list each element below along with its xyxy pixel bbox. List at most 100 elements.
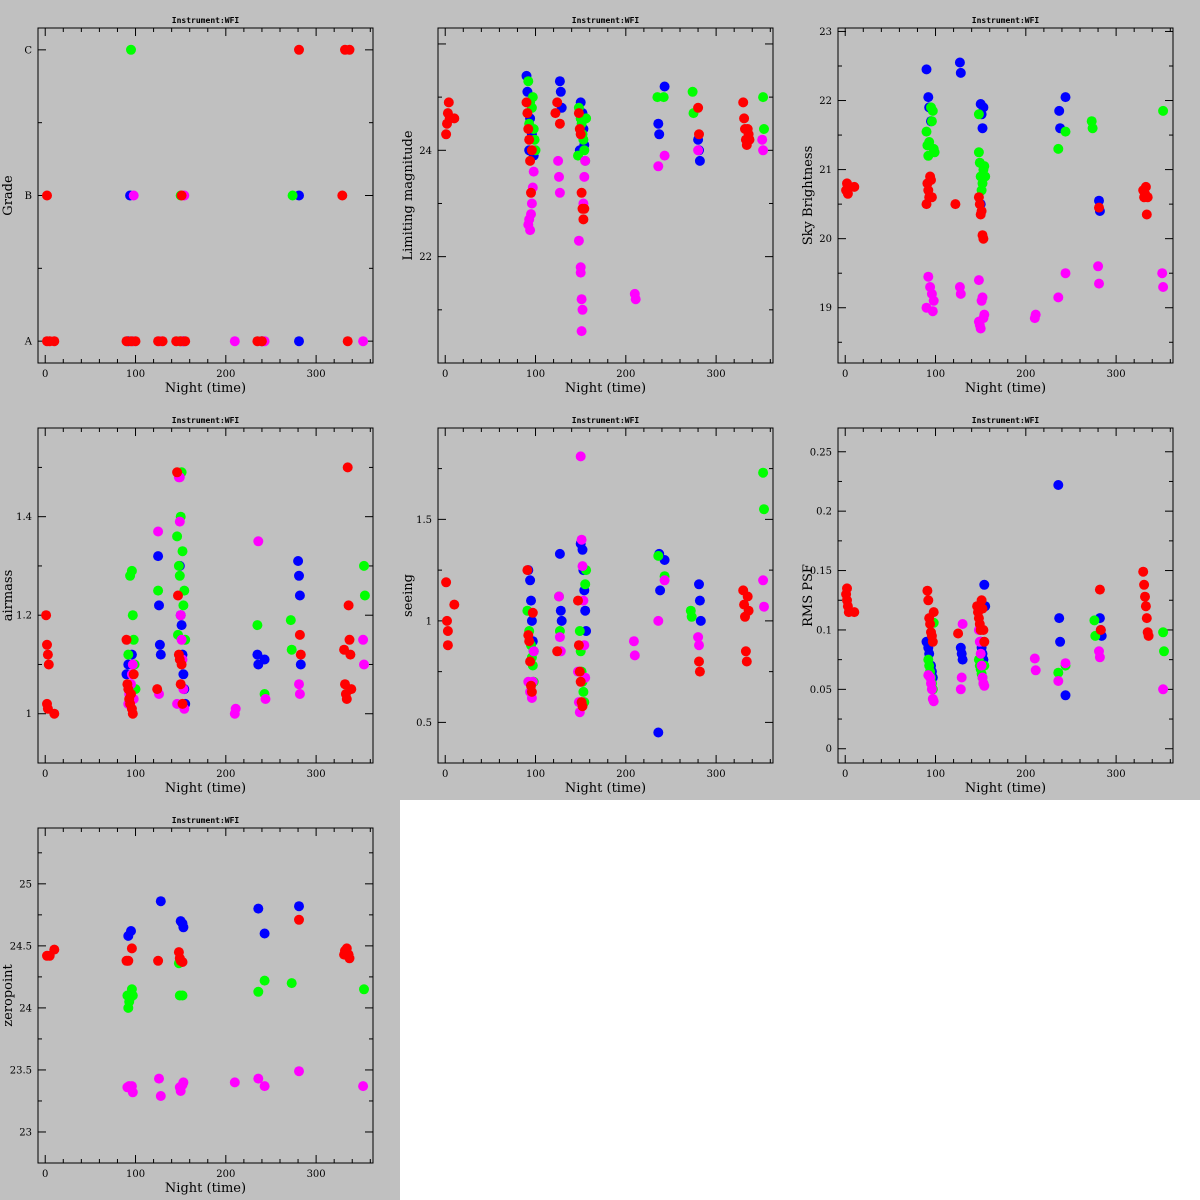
data-point-red xyxy=(849,181,860,192)
x-tick-label: 0 xyxy=(42,769,48,780)
data-point-red xyxy=(522,108,533,119)
data-point-magenta xyxy=(259,1081,270,1092)
data-point-magenta xyxy=(928,295,939,306)
data-point-red xyxy=(575,129,586,140)
data-point-red xyxy=(978,625,989,635)
data-point-red xyxy=(153,955,164,966)
data-point-green xyxy=(578,686,589,697)
data-point-red xyxy=(577,701,588,712)
data-point-red xyxy=(525,656,536,667)
data-point-magenta xyxy=(577,561,588,572)
data-point-blue xyxy=(954,57,965,68)
data-point-magenta xyxy=(630,294,641,305)
data-point-green xyxy=(126,44,136,55)
data-point-green xyxy=(1159,646,1169,657)
data-point-magenta xyxy=(294,679,304,690)
data-point-red xyxy=(575,676,586,687)
data-point-magenta xyxy=(693,145,704,156)
data-point-red xyxy=(130,336,141,347)
y-tick-label: 25 xyxy=(19,879,32,890)
data-point-blue xyxy=(957,654,968,665)
chart-title: Instrument:WFI xyxy=(172,16,240,25)
data-point-red xyxy=(573,640,584,651)
data-point-green xyxy=(1158,105,1169,116)
data-point-blue xyxy=(554,548,565,559)
data-points xyxy=(441,451,769,738)
data-point-green xyxy=(259,975,270,986)
data-points xyxy=(42,896,369,1101)
data-point-green xyxy=(921,126,932,137)
data-point-red xyxy=(950,199,961,210)
data-point-magenta xyxy=(553,155,564,166)
data-point-red xyxy=(126,943,137,954)
data-point-red xyxy=(42,190,52,201)
y-tick-label: 20 xyxy=(819,234,832,245)
data-point-red xyxy=(842,188,853,199)
data-point-red xyxy=(49,708,60,719)
data-point-red xyxy=(176,659,187,670)
data-point-red xyxy=(922,585,933,596)
data-point-magenta xyxy=(653,615,664,626)
data-point-blue xyxy=(526,615,537,626)
data-point-green xyxy=(759,504,769,515)
data-point-red xyxy=(41,610,52,621)
y-tick-label: 0.2 xyxy=(816,507,832,518)
data-point-green xyxy=(177,546,188,557)
data-point-blue xyxy=(252,649,263,660)
data-point-green xyxy=(172,531,183,542)
data-points xyxy=(841,57,1169,334)
data-point-red xyxy=(925,619,936,629)
y-tick-label: 23 xyxy=(19,1127,32,1138)
data-point-magenta xyxy=(1158,282,1169,292)
data-point-green xyxy=(980,171,991,182)
data-point-green xyxy=(686,611,697,622)
data-point-magenta xyxy=(1157,268,1168,279)
chart-title: Instrument:WFI xyxy=(572,416,640,425)
x-tick-label: 0 xyxy=(442,369,448,380)
data-point-red xyxy=(442,626,453,636)
data-point-green xyxy=(979,161,990,172)
data-point-magenta xyxy=(575,262,586,273)
data-point-red xyxy=(574,666,585,677)
y-tick-label: 1.4 xyxy=(16,512,32,523)
x-tick-label: 300 xyxy=(1107,369,1126,380)
data-point-red xyxy=(152,684,163,695)
data-point-magenta xyxy=(178,1077,189,1088)
data-point-blue xyxy=(655,585,666,596)
y-tick-label: 0 xyxy=(826,744,832,755)
data-point-magenta xyxy=(1060,268,1071,279)
data-point-blue xyxy=(155,649,166,660)
x-axis-label: Night (time) xyxy=(165,781,246,796)
data-point-magenta xyxy=(153,526,164,537)
data-point-green xyxy=(126,565,137,576)
y-tick-label: 21 xyxy=(819,165,832,176)
data-point-red xyxy=(977,603,988,614)
data-point-blue xyxy=(659,81,670,92)
data-point-green xyxy=(1053,143,1064,154)
data-point-green xyxy=(359,984,369,995)
data-point-red xyxy=(43,659,54,670)
data-point-green xyxy=(973,109,984,120)
x-tick-label: 0 xyxy=(42,1169,48,1180)
data-point-magenta xyxy=(575,451,586,462)
y-axis-label: Limiting magnitude xyxy=(401,130,416,260)
data-point-magenta xyxy=(957,619,968,629)
data-point-blue xyxy=(294,590,305,601)
data-point-magenta xyxy=(973,275,984,286)
data-point-red xyxy=(441,129,452,140)
data-point-magenta xyxy=(923,271,934,282)
x-axis-label: Night (time) xyxy=(165,381,246,396)
data-point-red xyxy=(123,955,134,966)
data-point-blue xyxy=(526,595,536,606)
data-point-magenta xyxy=(554,171,564,182)
y-axis-label: Sky Brightness xyxy=(801,146,816,246)
y-tick-label: 24.5 xyxy=(10,941,32,952)
data-point-green xyxy=(286,978,297,989)
plot-frame xyxy=(837,27,1174,364)
panel-airmass: Instrument:WFI Night (time) airmass 0 100… xyxy=(0,400,400,800)
ticks: 0 100 200 300 0 0.05 0.1 0.15 0.2 0.25 xyxy=(810,428,1173,780)
data-point-red xyxy=(578,214,589,225)
data-point-green xyxy=(581,113,592,124)
data-point-blue xyxy=(126,926,136,936)
data-point-green xyxy=(174,570,185,581)
